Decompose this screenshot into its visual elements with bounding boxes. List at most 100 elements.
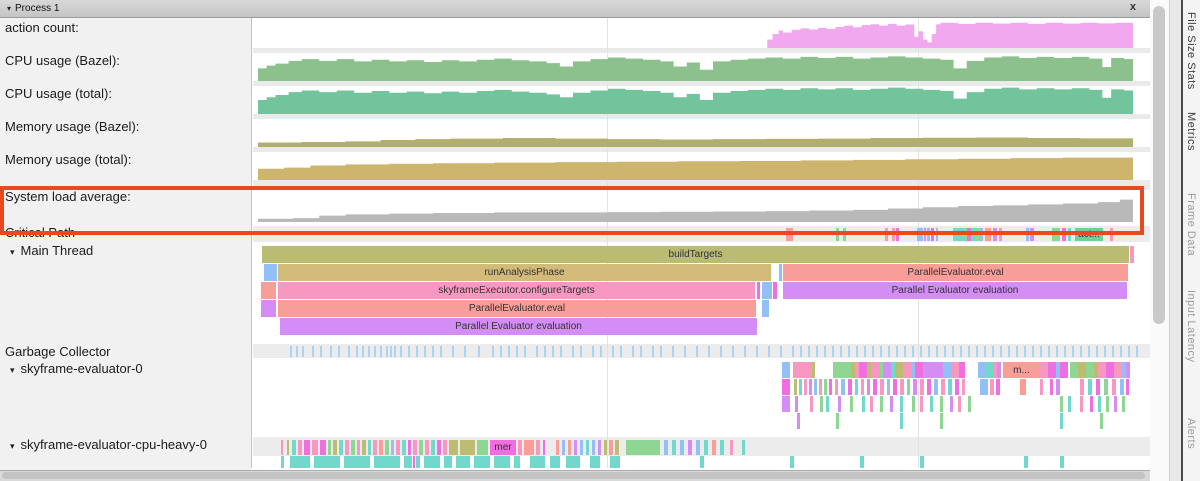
skyframe-segment[interactable] [920,379,924,395]
cpu-heavy-segment[interactable] [615,440,619,455]
skyframe-segment[interactable] [1106,362,1114,378]
cpu-heavy-segment[interactable] [460,440,475,455]
cpu-heavy-segment[interactable] [281,440,283,455]
cpu-heavy-segment[interactable] [290,456,310,468]
cpu-heavy-segment[interactable] [1060,456,1064,468]
skyframe-segment[interactable] [1080,379,1084,395]
cpu-heavy-segment[interactable] [456,456,470,468]
skyframe-segment[interactable] [1112,379,1116,395]
thread-row-skyframe-cpu-heavy-0[interactable]: ▾ skyframe-evaluator-cpu-heavy-0 [0,437,250,452]
skyframe-segment[interactable] [814,379,817,395]
skyframe-segment[interactable] [782,379,790,395]
cpu-heavy-segment[interactable] [604,440,607,455]
flame-segment[interactable]: runAnalysisPhase [278,264,771,281]
metric-chart-5[interactable] [258,190,1133,222]
critical-path-slice[interactable] [927,228,930,241]
tab-input-latency[interactable]: Input Latency [1185,290,1197,363]
cpu-heavy-segment[interactable] [362,440,366,455]
cpu-heavy-segment[interactable] [424,456,440,468]
skyframe-segment[interactable] [782,362,790,378]
critical-path-slice[interactable] [936,228,938,241]
skyframe-segment[interactable] [836,413,839,429]
critical-path-slice[interactable] [1030,228,1034,241]
skyframe-segment[interactable] [1070,362,1078,378]
skyframe-segment[interactable]: m... [1003,362,1040,378]
skyframe-segment[interactable] [829,379,832,395]
cpu-heavy-segment[interactable] [543,440,545,455]
skyframe-segment[interactable] [943,362,951,378]
skyframe-segment[interactable] [913,379,917,395]
critical-path-slice[interactable] [843,228,846,241]
critical-path-slice[interactable] [953,228,963,241]
collapse-thread-icon[interactable]: ▾ [10,365,15,375]
cpu-heavy-segment[interactable] [314,456,340,468]
cpu-heavy-segment[interactable] [328,440,331,455]
skyframe-segment[interactable] [1050,379,1053,395]
cpu-heavy-segment[interactable] [920,456,924,468]
skyframe-segment[interactable] [797,413,800,429]
cpu-heavy-segment[interactable] [385,440,389,455]
skyframe-segment[interactable] [879,362,883,378]
skyframe-segment[interactable] [985,362,993,378]
cpu-heavy-segment[interactable] [431,440,435,455]
flame-segment[interactable] [1130,246,1134,263]
cpu-heavy-segment[interactable]: mer [490,440,516,455]
tab-alerts[interactable]: Alerts [1185,418,1197,450]
skyframe-segment[interactable] [812,362,815,378]
flame-segment[interactable]: skyframeExecutor.configureTargets [278,282,755,299]
cpu-heavy-segment[interactable] [672,440,676,455]
skyframe-segment[interactable] [1020,379,1026,395]
skyframe-segment[interactable] [907,379,910,395]
skyframe-segment[interactable] [1060,396,1063,412]
skyframe-segment[interactable] [887,379,890,395]
horizontal-scrollbar-thumb[interactable] [2,472,1145,479]
cpu-heavy-segment[interactable] [339,440,343,455]
cpu-heavy-segment[interactable] [477,440,488,455]
flame-segment[interactable] [261,282,276,299]
critical-path-slice[interactable] [836,228,839,241]
metric-chart-3[interactable] [258,119,1133,147]
skyframe-segment[interactable] [833,362,851,378]
skyframe-segment[interactable] [848,379,852,395]
cpu-heavy-segment[interactable] [536,440,540,455]
skyframe-segment[interactable] [1120,379,1124,395]
process-header[interactable]: ▾ Process 1 x [0,0,1150,18]
skyframe-segment[interactable] [931,362,943,378]
skyframe-segment[interactable] [1126,362,1130,378]
flame-segment[interactable]: Parallel Evaluator evaluation [783,282,1127,299]
cpu-heavy-segment[interactable] [704,440,708,455]
skyframe-segment[interactable] [893,379,897,395]
skyframe-segment[interactable] [859,362,867,378]
cpu-heavy-segment[interactable] [281,456,284,468]
flame-segment[interactable] [762,282,772,299]
skyframe-segment[interactable] [1060,413,1063,429]
cpu-heavy-segment[interactable] [351,440,355,455]
collapse-process-icon[interactable]: ▾ [7,4,12,13]
cpu-heavy-segment[interactable] [416,456,420,468]
skyframe-segment[interactable] [867,362,871,378]
skyframe-segment[interactable] [915,362,923,378]
tab-file-size-stats[interactable]: File Size Stats [1185,12,1197,90]
cpu-heavy-segment[interactable] [379,440,383,455]
skyframe-segment[interactable] [867,379,870,395]
close-icon[interactable]: x [1129,1,1136,13]
cpu-heavy-segment[interactable] [688,440,692,455]
cpu-heavy-segment[interactable] [730,440,733,455]
skyframe-segment[interactable] [799,379,802,395]
skyframe-segment[interactable] [841,379,845,395]
skyframe-segment[interactable] [1040,379,1043,395]
skyframe-segment[interactable] [862,396,865,412]
cpu-heavy-segment[interactable] [374,456,400,468]
cpu-heavy-segment[interactable] [391,440,394,455]
skyframe-segment[interactable] [955,379,959,395]
cpu-heavy-segment[interactable] [298,440,302,455]
cpu-heavy-segment[interactable] [530,456,545,468]
skyframe-segment[interactable] [1060,362,1068,378]
cpu-heavy-segment[interactable] [609,440,613,455]
cpu-heavy-segment[interactable] [610,456,620,468]
flame-segment[interactable]: ParallelEvaluator.eval [783,264,1128,281]
skyframe-segment[interactable] [861,379,864,395]
cpu-heavy-segment[interactable] [664,440,668,455]
critical-path-slice[interactable] [924,228,926,241]
skyframe-segment[interactable] [824,379,827,395]
